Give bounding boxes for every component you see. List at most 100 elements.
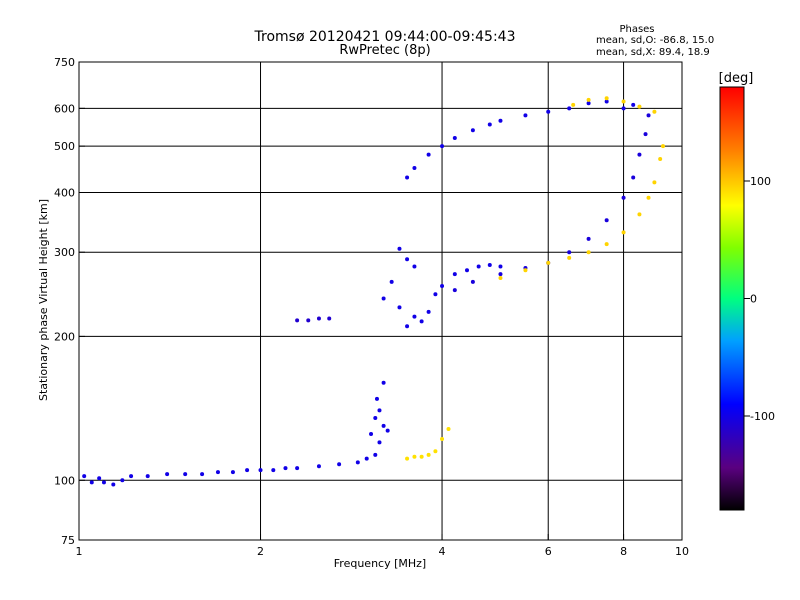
series-0-point-25 xyxy=(385,428,390,433)
series-1-point-2 xyxy=(374,396,379,401)
series-4-point-8 xyxy=(419,319,424,324)
series-5-point-2 xyxy=(498,272,503,277)
series-2-point-6 xyxy=(446,427,451,432)
y-tick-label-500: 500 xyxy=(54,140,75,153)
series-2-point-0 xyxy=(405,456,410,461)
series-6-point-9 xyxy=(652,180,657,185)
series-5-point-8 xyxy=(621,195,626,200)
series-7-point-0 xyxy=(405,175,410,180)
series-0-point-18 xyxy=(316,464,321,469)
series-6-point-2 xyxy=(546,260,551,265)
series-7-point-10 xyxy=(567,106,572,111)
cb-tick-label-100: 100 xyxy=(750,175,771,188)
series-0-point-11 xyxy=(215,470,220,475)
x-axis-label: Frequency [MHz] xyxy=(334,557,426,570)
series-7-point-2 xyxy=(426,152,431,157)
series-4-point-10 xyxy=(433,292,438,297)
series-4-point-11 xyxy=(440,283,445,288)
series-4-point-2 xyxy=(397,246,402,251)
series-8-point-5 xyxy=(652,109,657,114)
series-0-point-4 xyxy=(111,482,116,487)
series-5-point-12 xyxy=(646,113,651,118)
x-tick-label-6: 6 xyxy=(545,545,552,558)
series-8-point-3 xyxy=(621,99,626,104)
series-0-point-1 xyxy=(89,480,94,485)
series-0-point-10 xyxy=(200,472,205,477)
x-tick-label-4: 4 xyxy=(439,545,446,558)
series-4-point-3 xyxy=(405,257,410,262)
series-0-point-15 xyxy=(271,468,276,473)
series-6-point-3 xyxy=(567,255,572,260)
y-tick-label-600: 600 xyxy=(54,102,75,115)
series-0-point-16 xyxy=(283,466,288,471)
y-tick-label-300: 300 xyxy=(54,246,75,259)
series-7-point-8 xyxy=(523,113,528,118)
series-2-point-4 xyxy=(433,449,438,454)
series-6-point-4 xyxy=(586,250,591,255)
series-4-point-15 xyxy=(487,263,492,268)
y-tick-label-750: 750 xyxy=(54,56,75,69)
series-8-point-2 xyxy=(604,96,609,101)
series-7-point-3 xyxy=(440,144,445,149)
series-4-point-4 xyxy=(412,264,417,269)
series-7-point-9 xyxy=(546,109,551,114)
phase-stat-o: mean, sd,O: -86.8, 15.0 xyxy=(596,35,714,46)
series-4-point-12 xyxy=(452,272,457,277)
x-axis-ticks: 1 2 4 6 8 10 xyxy=(76,534,689,558)
cb-tick-label--100: -100 xyxy=(750,410,775,423)
series-5-point-11 xyxy=(643,132,648,137)
series-6-point-1 xyxy=(523,268,528,273)
series-7-point-4 xyxy=(452,136,457,141)
x-tick-label-8: 8 xyxy=(620,545,627,558)
series-0-point-23 xyxy=(377,440,382,445)
series-1-point-4 xyxy=(381,380,386,385)
series-5-point-9 xyxy=(631,175,636,180)
phases-heading: Phases xyxy=(619,24,654,35)
series-5-point-7 xyxy=(604,218,609,223)
series-3-point-0 xyxy=(295,318,300,323)
series-6-point-7 xyxy=(637,212,642,217)
y-tick-label-100: 100 xyxy=(54,474,75,487)
series-7-point-7 xyxy=(498,118,503,123)
colorbar xyxy=(719,86,745,511)
series-0-point-20 xyxy=(355,460,360,465)
series-0-point-17 xyxy=(295,466,300,471)
series-4-point-7 xyxy=(412,314,417,319)
series-0-point-7 xyxy=(145,474,150,479)
series-7-point-12 xyxy=(604,99,609,104)
series-0-point-13 xyxy=(245,468,250,473)
series-3-point-2 xyxy=(316,316,321,321)
series-4-point-16 xyxy=(498,264,503,269)
series-4-point-14 xyxy=(476,264,481,269)
series-6-point-10 xyxy=(658,157,663,162)
series-7-point-1 xyxy=(412,166,417,171)
series-7-point-14 xyxy=(631,102,636,107)
series-6-point-11 xyxy=(660,144,665,149)
series-0-point-19 xyxy=(337,462,342,467)
series-4-point-5 xyxy=(397,305,402,310)
series-0-point-22 xyxy=(373,452,378,457)
series-1-point-1 xyxy=(373,415,378,420)
series-7-point-5 xyxy=(470,128,475,133)
series-0-point-6 xyxy=(129,474,134,479)
series-7-point-13 xyxy=(621,106,626,111)
series-6-point-8 xyxy=(646,195,651,200)
series-2-point-3 xyxy=(426,452,431,457)
series-0-point-5 xyxy=(120,478,125,483)
series-5-point-5 xyxy=(567,250,572,255)
series-6-point-6 xyxy=(621,230,626,235)
series-4-point-9 xyxy=(426,309,431,314)
chart-subtitle: RwPretec (8p) xyxy=(339,43,430,58)
colorbar-ticks: 100 0 -100 xyxy=(744,175,775,423)
series-7-point-6 xyxy=(487,122,492,127)
y-axis-ticks: 75 100 200 300 400 500 600 750 xyxy=(54,56,85,547)
series-5-point-6 xyxy=(586,236,591,241)
series-7-point-11 xyxy=(586,101,591,106)
series-0-point-0 xyxy=(82,474,87,479)
series-2-point-5 xyxy=(440,436,445,441)
series-1-point-0 xyxy=(369,431,374,436)
plot-area xyxy=(78,61,683,541)
x-tick-label-2: 2 xyxy=(257,545,264,558)
series-1-point-3 xyxy=(377,408,382,413)
series-8-point-4 xyxy=(637,104,642,109)
